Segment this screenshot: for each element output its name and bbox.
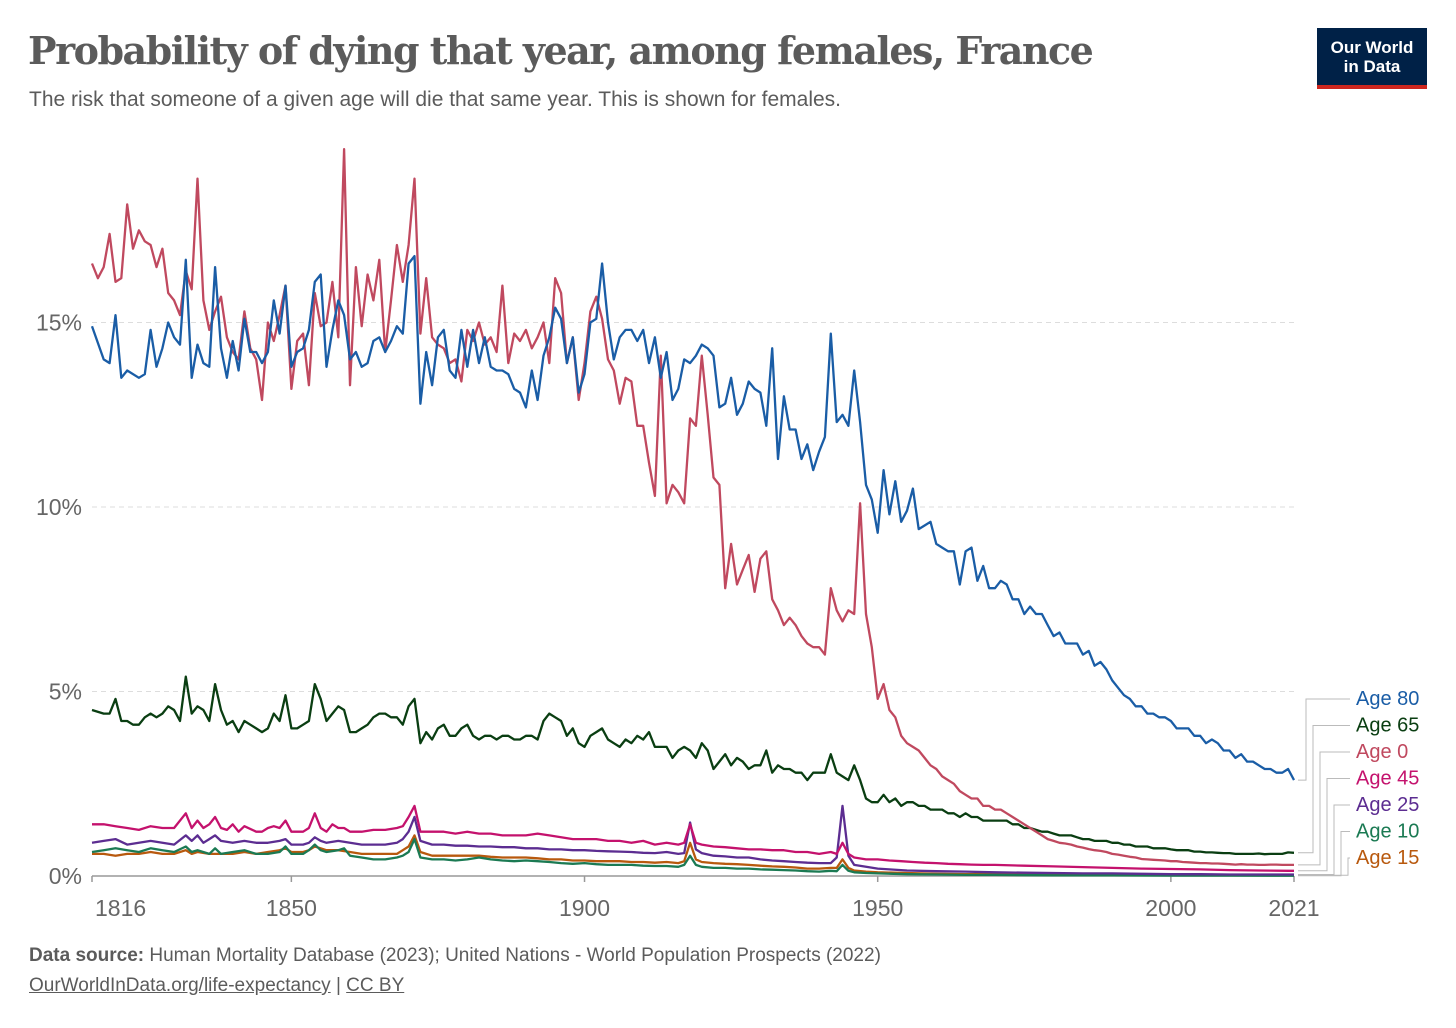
license-link[interactable]: CC BY — [346, 975, 405, 996]
chart-subtitle: The risk that someone of a given age wil… — [29, 88, 842, 111]
x-tick-label: 1950 — [852, 895, 903, 921]
legend-label-age-10: Age 10 — [1356, 821, 1419, 843]
x-tick-label: 2000 — [1145, 895, 1196, 921]
life-expectancy-link[interactable]: OurWorldInData.org/life-expectancy — [29, 975, 331, 996]
y-tick-label: 5% — [49, 679, 82, 705]
legend-label-age-65: Age 65 — [1356, 715, 1419, 737]
data-source-label: Data source: — [29, 945, 145, 966]
footer-links: OurWorldInData.org/life-expectancy | CC … — [29, 975, 404, 997]
data-source-text: Human Mortality Database (2023); United … — [149, 945, 881, 966]
series-line-age-80 — [90, 254, 1296, 781]
x-tick-label: 1900 — [559, 895, 610, 921]
series-line-age-25 — [91, 804, 1294, 876]
chart-title: Probability of dying that year, among fe… — [28, 28, 1094, 73]
legend-label-age-15: Age 15 — [1356, 847, 1419, 869]
legend-connector — [1298, 698, 1350, 781]
series-line-age-45 — [92, 804, 1294, 872]
y-tick-label: 0% — [49, 863, 82, 889]
legend-label-age-25: Age 25 — [1356, 794, 1419, 816]
x-tick-label: 2021 — [1268, 895, 1319, 921]
owid-logo[interactable]: Our World in Data — [1317, 28, 1427, 89]
legend-connector — [1298, 751, 1350, 866]
logo-line-1: Our World — [1330, 37, 1414, 57]
series-line-age-0 — [90, 147, 1294, 867]
legend-label-age-0: Age 0 — [1356, 741, 1408, 763]
x-tick-label: 1816 — [95, 895, 146, 921]
legend-label-age-80: Age 80 — [1356, 688, 1419, 710]
series-line-age-65 — [91, 675, 1295, 856]
legend-connector — [1298, 804, 1350, 875]
series-line-age-10 — [91, 837, 1295, 877]
footer-separator: | — [335, 975, 341, 996]
y-tick-label: 10% — [36, 494, 82, 520]
legend-label-age-45: Age 45 — [1356, 768, 1419, 790]
logo-line-2: in Data — [1343, 56, 1401, 76]
legend-connector — [1298, 831, 1350, 877]
legend-connector — [1298, 857, 1350, 876]
x-tick-label: 1850 — [266, 895, 317, 921]
data-source-line: Data source: Human Mortality Database (2… — [29, 945, 881, 967]
legend-connector — [1298, 725, 1350, 854]
legend-connector — [1298, 778, 1350, 872]
y-tick-label: 15% — [36, 310, 82, 336]
